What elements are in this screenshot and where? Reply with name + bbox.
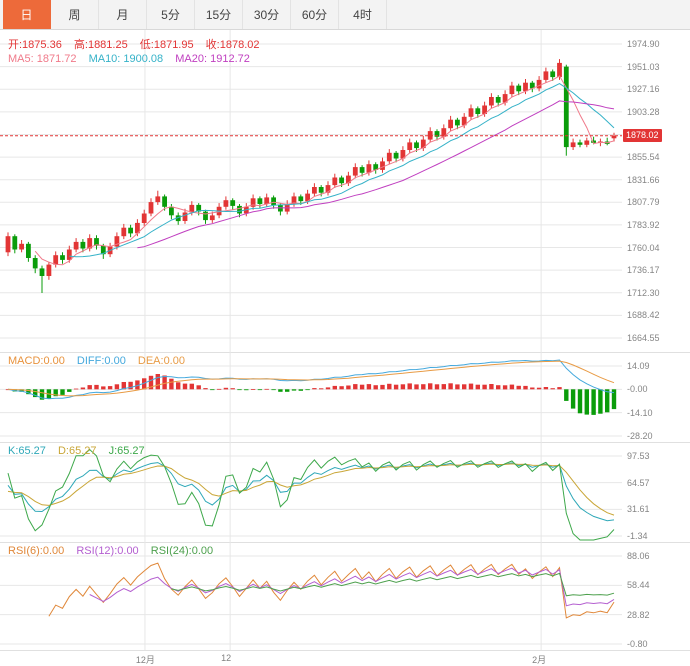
rsi24-line: [171, 572, 615, 597]
tab-60min[interactable]: 60分: [291, 0, 339, 29]
y-axis-label: 1783.92: [627, 219, 660, 230]
y-axis-label: -0.00: [627, 384, 648, 395]
rsi-legend: RSI(6):0.00 RSI(12):0.00 RSI(24):0.00: [8, 545, 222, 558]
y-axis-label: 14.09: [627, 361, 650, 371]
tab-30min[interactable]: 30分: [243, 0, 291, 29]
legend-dea: DEA:0.00: [137, 355, 185, 367]
x-axis-label: 2月: [532, 655, 547, 665]
x-axis-label: 12: [221, 653, 232, 663]
x-axis: 12月 12 2月: [0, 650, 690, 666]
period-tabbar: 日 周 月 5分 15分 30分 60分 4时: [0, 0, 690, 30]
ma-legend: MA5: 1871.72 MA10: 1900.08 MA20: 1912.72: [8, 53, 259, 66]
y-axis-label: 97.53: [627, 451, 650, 461]
legend-ma20: MA20: 1912.72: [175, 53, 250, 65]
main-chart-panel: 1974.90 1951.03 1927.16 1903.28 1855.54 1831.…: [0, 30, 690, 352]
legend-rsi24: RSI(24):0.00: [150, 545, 214, 557]
legend-d: D:65.27: [57, 445, 97, 457]
d-line: [7, 463, 615, 516]
last-price-tag: 1878.02: [623, 129, 662, 142]
rsi-panel: 88.06 58.44 28.82 -0.80 RSI(6):0.00 RSI(12)…: [0, 542, 690, 650]
ma20-line: [137, 100, 615, 249]
y-axis-label: 1974.90: [627, 39, 660, 49]
rsi-y-axis: 88.06 58.44 28.82 -0.80: [622, 542, 690, 650]
grid: [0, 542, 622, 650]
y-axis-label: 88.06: [627, 551, 650, 561]
macd-panel: 14.09 -0.00 -14.10 -28.20 MACD:0.00 DIFF:0.…: [0, 352, 690, 442]
tab-4hour[interactable]: 4时: [339, 0, 387, 29]
legend-macd: MACD:0.00: [8, 355, 65, 367]
y-axis-label: 1855.54: [627, 152, 660, 163]
legend-diff: DIFF:0.00: [76, 355, 126, 367]
j-line: [7, 448, 615, 541]
kdj-plot[interactable]: [0, 442, 622, 542]
k-line: [7, 462, 615, 522]
grid: [0, 30, 622, 352]
grid: [0, 442, 622, 542]
dea-line: [7, 360, 615, 397]
kdj-y-axis: 97.53 64.57 31.61 -1.34: [622, 442, 690, 542]
macd-bars: [5, 374, 617, 415]
candlestick-plot[interactable]: [0, 30, 622, 352]
legend-ma5: MA5: 1871.72: [8, 53, 77, 65]
rsi12-line: [89, 567, 615, 607]
tab-month[interactable]: 月: [99, 0, 147, 29]
y-axis-label: -14.10: [627, 407, 653, 418]
candles-group: [5, 59, 617, 293]
y-axis-label: 64.57: [627, 477, 650, 488]
macd-legend: MACD:0.00 DIFF:0.00 DEA:0.00: [8, 355, 194, 368]
ma10-line: [69, 83, 615, 258]
macd-plot[interactable]: [0, 352, 622, 442]
legend-rsi6: RSI(6):0.00: [8, 545, 65, 557]
rsi6-line: [48, 562, 615, 619]
y-axis-label: -28.20: [627, 431, 653, 441]
y-axis-label: -0.80: [627, 639, 648, 649]
legend-j: J:65.27: [108, 445, 145, 457]
y-axis-label: 1736.17: [627, 265, 660, 276]
y-axis-label: 1831.66: [627, 174, 660, 185]
macd-y-axis: 14.09 -0.00 -14.10 -28.20: [622, 352, 690, 442]
ohlc-legend: 开:1875.36 高:1881.25 低:1871.95 收:1878.02: [8, 39, 269, 52]
y-axis-label: 1664.55: [627, 333, 660, 343]
y-axis-label: 1807.79: [627, 197, 660, 208]
y-axis-label: 1903.28: [627, 106, 660, 117]
y-axis-label: 1712.30: [627, 287, 660, 298]
y-axis-label: -1.34: [627, 531, 648, 541]
y-axis-label: 1951.03: [627, 61, 660, 72]
main-y-axis: 1974.90 1951.03 1927.16 1903.28 1855.54 1831.…: [622, 30, 690, 352]
tab-5min[interactable]: 5分: [147, 0, 195, 29]
x-axis-label: 12月: [135, 655, 155, 665]
legend-rsi12: RSI(12):0.00: [76, 545, 139, 557]
rsi-plot[interactable]: [0, 542, 622, 650]
tab-15min[interactable]: 15分: [195, 0, 243, 29]
y-axis-label: 1760.04: [627, 242, 660, 253]
y-axis-label: 1927.16: [627, 84, 660, 95]
y-axis-label: 31.61: [627, 504, 650, 515]
tab-week[interactable]: 周: [51, 0, 99, 29]
y-axis-label: 28.82: [627, 609, 650, 620]
legend-close: 收:1878.02: [205, 39, 260, 51]
legend-k: K:65.27: [8, 445, 46, 457]
legend-open: 开:1875.36: [8, 39, 62, 51]
y-axis-label: 1688.42: [627, 310, 660, 321]
tab-day[interactable]: 日: [3, 0, 51, 29]
kdj-legend: K:65.27 D:65.27 J:65.27: [8, 445, 154, 458]
kdj-panel: 97.53 64.57 31.61 -1.34 K:65.27 D:65.27 J:6…: [0, 442, 690, 542]
y-axis-label: 58.44: [627, 580, 650, 591]
legend-low: 低:1871.95: [139, 39, 194, 51]
legend-ma10: MA10: 1900.08: [88, 53, 164, 65]
legend-high: 高:1881.25: [73, 39, 128, 51]
ma5-line: [34, 75, 615, 266]
